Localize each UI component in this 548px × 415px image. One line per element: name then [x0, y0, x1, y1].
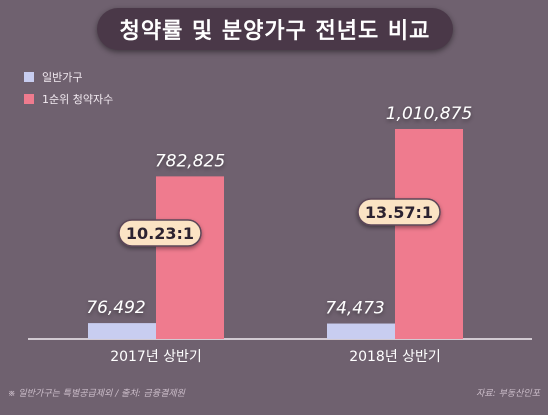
data-label-general-households-2018: 74,473: [325, 299, 384, 319]
legend: 일반가구 1순위 청약자수: [24, 66, 113, 110]
legend-label-first-priority-applicants: 1순위 청약자수: [42, 93, 114, 106]
ratio-label-2017: 10.23:1: [126, 224, 194, 243]
source-note: 자료: 부동산인포: [476, 389, 540, 399]
legend-label-general-households: 일반가구: [42, 71, 83, 84]
bar-first-priority-applicants-2018: [395, 129, 463, 339]
data-label-general-households-2017: 76,492: [86, 298, 145, 318]
footnote: ※ 일반가구는 특별공급제외 / 출처: 금융결제원: [8, 389, 185, 399]
category-label-2018: 2018년 상반기: [349, 349, 441, 365]
data-label-first-priority-applicants-2018: 1,010,875: [386, 104, 473, 124]
ratio-label-2018: 13.57:1: [365, 203, 433, 222]
bar-first-priority-applicants-2017: [156, 176, 224, 339]
ratio-badge-2018: [357, 198, 441, 226]
ratio-badge-2017: [118, 219, 202, 247]
bar-general-households-2017: [88, 323, 156, 339]
data-label-first-priority-applicants-2017: 782,825: [155, 151, 225, 171]
category-label-2017: 2017년 상반기: [110, 349, 202, 365]
legend-swatch-first-priority-applicants: [24, 94, 34, 104]
bar-general-households-2018: [327, 323, 395, 339]
legend-item-general-households: 일반가구: [24, 66, 113, 88]
legend-swatch-general-households: [24, 72, 34, 82]
legend-item-first-priority-applicants: 1순위 청약자수: [24, 88, 113, 110]
chart-title: 청약률 및 분양가구 전년도 비교: [97, 8, 453, 50]
